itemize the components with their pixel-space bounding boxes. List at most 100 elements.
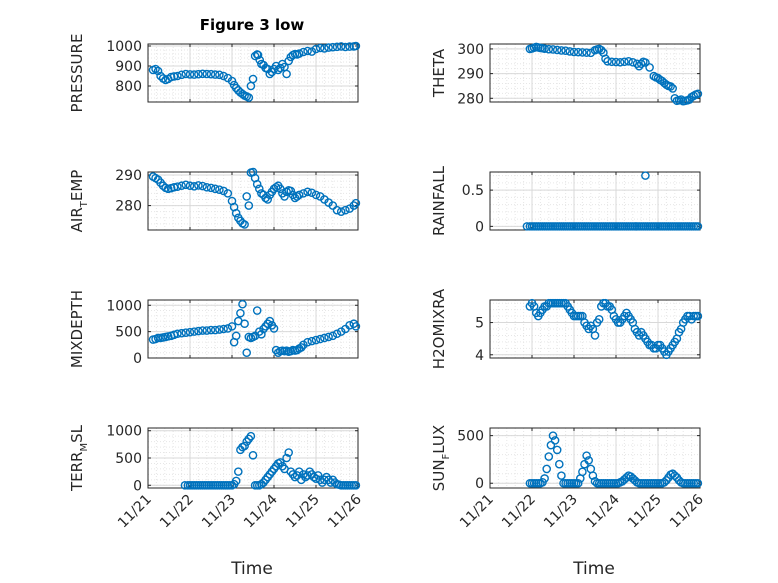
data-point <box>253 50 263 60</box>
data-point <box>294 190 304 200</box>
data-point <box>206 325 216 335</box>
data-point <box>210 184 220 194</box>
data-point <box>173 71 182 81</box>
ytick-label: 500 <box>457 429 484 445</box>
axes-box <box>489 43 701 103</box>
data-point <box>263 195 273 204</box>
data-point <box>299 47 308 57</box>
ytick-label: 0 <box>475 219 484 235</box>
data-point <box>206 69 216 79</box>
xtick-label: 11/24 <box>583 491 623 531</box>
panel-rainfall: 0 0.5 RAINFALL <box>430 165 703 236</box>
data-point <box>693 311 703 321</box>
ytick-label: 900 <box>115 59 142 75</box>
axes-box <box>489 299 701 359</box>
data-point <box>645 63 654 72</box>
data-point <box>341 205 350 215</box>
data-point <box>345 321 354 330</box>
data-point <box>641 58 650 67</box>
data-point <box>320 44 329 53</box>
xlabel-right: Time <box>572 559 615 579</box>
data-point <box>546 440 556 450</box>
ytick-label: 280 <box>115 199 142 215</box>
data-point <box>578 467 587 477</box>
data-point <box>248 74 258 84</box>
data-point <box>668 84 678 93</box>
data-point <box>240 220 249 229</box>
data-point <box>313 471 323 480</box>
data-point <box>282 453 291 463</box>
data-point <box>351 198 361 208</box>
data-point <box>573 478 583 488</box>
data-point <box>349 201 359 210</box>
panel-terr_msl: 0 500 1000 11/21 11/22 11/23 11/24 11/25 11/26 TE… <box>68 424 365 532</box>
data-point <box>210 70 220 79</box>
panel-h2omixra: 4 5 H2OMIXRA <box>430 288 703 369</box>
data-point <box>215 325 224 334</box>
data-point <box>151 64 160 74</box>
data-point <box>303 187 312 197</box>
data-point <box>231 208 241 218</box>
ylabel: THETA <box>430 48 448 98</box>
data-point <box>611 57 621 67</box>
data-point <box>670 471 680 480</box>
data-point <box>660 477 669 487</box>
data-point <box>177 70 186 80</box>
data-point <box>693 89 703 99</box>
data-point <box>265 316 275 326</box>
data-point <box>210 325 220 335</box>
ytick-label: 500 <box>115 325 142 341</box>
data-point <box>569 47 579 57</box>
ylabel: MIXDEPTH <box>68 290 86 368</box>
data-point <box>636 59 646 69</box>
ytick-label: 0 <box>133 478 142 494</box>
data-point <box>328 201 338 210</box>
ytick-label: 290 <box>457 67 484 83</box>
data-point <box>542 464 552 474</box>
xtick-label: 11/25 <box>283 492 323 532</box>
data-point <box>231 476 241 486</box>
xtick-label: 11/25 <box>625 492 665 532</box>
data-point <box>555 459 564 469</box>
data-point <box>185 70 195 79</box>
data-point <box>282 69 291 79</box>
data-point <box>303 337 312 347</box>
data-point <box>351 41 361 51</box>
panel-theta: 280 290 300 THETA <box>430 42 703 107</box>
xtick-label: 11/26 <box>667 491 707 531</box>
data-point <box>624 56 633 66</box>
data-point <box>269 324 279 333</box>
data-point <box>238 89 247 99</box>
data-point <box>236 308 245 318</box>
data-point <box>670 93 680 103</box>
ytick-label: 0 <box>475 476 484 492</box>
data-point <box>584 456 594 465</box>
data-point <box>315 43 325 53</box>
data-point <box>332 329 342 339</box>
data-point <box>242 192 251 201</box>
data-point <box>666 82 675 91</box>
ytick-label: 300 <box>457 42 484 58</box>
data-point <box>548 45 558 54</box>
data-point <box>181 69 191 79</box>
data-point <box>257 329 266 339</box>
data-point <box>311 44 321 54</box>
data-point <box>588 471 598 480</box>
data-point <box>246 431 256 441</box>
data-point <box>198 181 207 191</box>
data-point <box>557 471 566 480</box>
ytick-label: 4 <box>475 348 484 364</box>
data-point <box>573 47 583 57</box>
data-point <box>233 467 243 476</box>
data-point <box>227 322 237 331</box>
data-point <box>550 436 560 445</box>
ytick-label: 1000 <box>106 39 142 55</box>
data-point <box>628 57 638 67</box>
data-point <box>311 335 321 345</box>
data-point <box>153 66 163 76</box>
ytick-label: 800 <box>115 79 142 95</box>
data-point <box>177 328 186 338</box>
data-point <box>552 445 562 455</box>
data-point <box>198 326 207 335</box>
ytick-label: 1000 <box>106 298 142 314</box>
